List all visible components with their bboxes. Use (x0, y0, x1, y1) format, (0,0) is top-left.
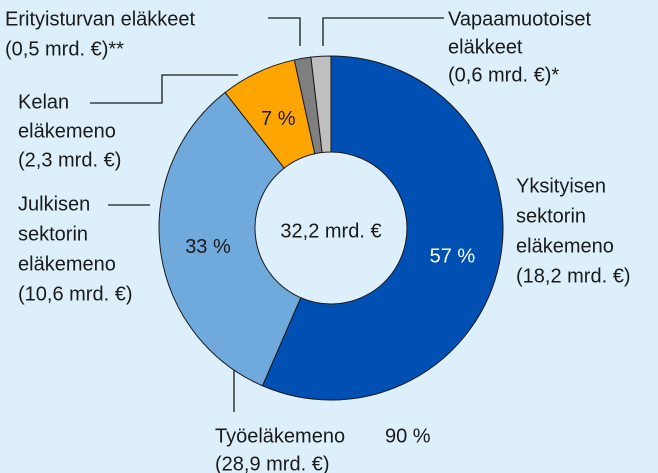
annotation: 90 % (385, 425, 431, 447)
donut-slice (261, 55, 504, 401)
category-label: eläkemeno (18, 253, 116, 275)
category-label: eläkemeno (516, 235, 614, 257)
leader-line (322, 17, 444, 46)
center-label: 32,2 mrd. € (280, 220, 381, 242)
donut-slice (158, 91, 302, 387)
category-label: Kelan (18, 91, 69, 113)
percent-label: 57 % (430, 246, 476, 268)
value-label: (0,6 mrd. €)* (448, 64, 559, 86)
category-label: Julkisen (18, 193, 90, 215)
donut-slice (310, 55, 332, 154)
category-label: Erityisturvan eläkkeet (5, 8, 196, 30)
leader-line (268, 17, 301, 46)
leader-line (90, 74, 238, 104)
value-label: (2,3 mrd. €) (18, 149, 121, 171)
category-label: eläkkeet (448, 36, 523, 58)
percent-label: 33 % (185, 236, 231, 258)
percent-label: 7 % (261, 108, 296, 130)
category-label: Yksityisen (516, 175, 606, 197)
value-label: (0,5 mrd. €)** (5, 38, 124, 60)
annotation: Työeläkemeno (215, 425, 345, 447)
annotation: (28,9 mrd. €) (215, 453, 329, 473)
category-label: sektorin (516, 205, 586, 227)
category-label: Vapaamuotoiset (448, 8, 592, 30)
value-label: (18,2 mrd. €) (516, 265, 630, 287)
category-label: eläkemeno (18, 120, 116, 142)
value-label: (10,6 mrd. €) (18, 283, 132, 305)
category-label: sektorin (18, 223, 88, 245)
